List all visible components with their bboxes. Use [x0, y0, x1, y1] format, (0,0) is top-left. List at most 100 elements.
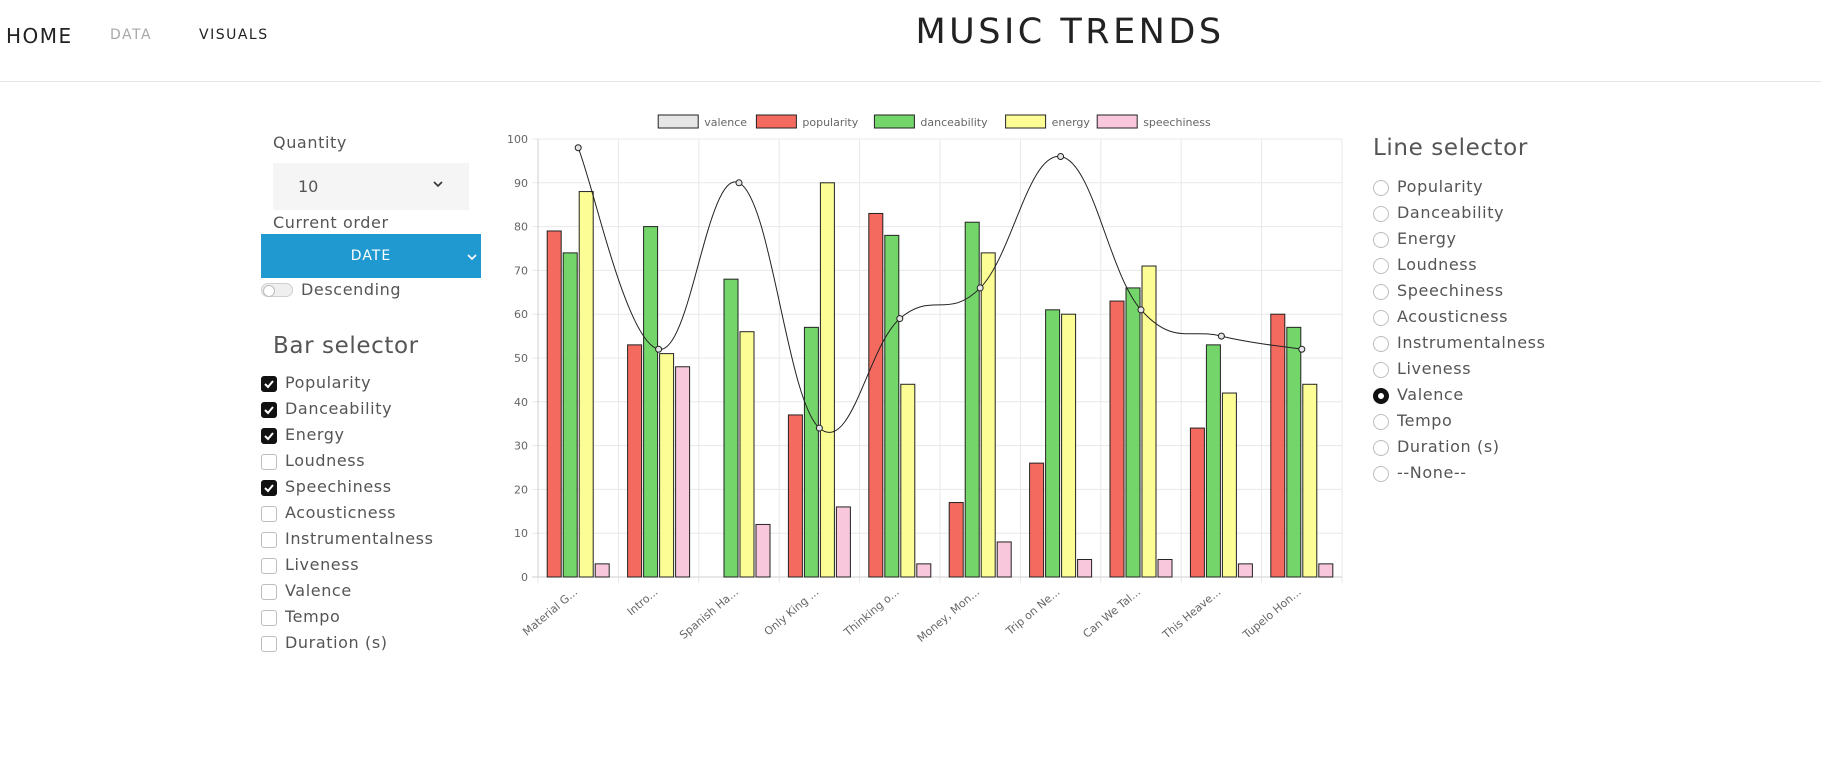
descending-label: Descending — [301, 280, 402, 299]
line-point — [976, 284, 984, 292]
bar-speechiness — [835, 506, 851, 578]
y-tick-label: 80 — [514, 221, 528, 234]
bar-option-label: Danceability — [285, 399, 393, 418]
line-point — [1137, 306, 1145, 314]
bar-danceability — [964, 221, 980, 578]
bar-popularity — [787, 414, 803, 578]
radio-button[interactable] — [1373, 362, 1389, 378]
line-selector-title: Line selector — [1373, 135, 1528, 161]
checkbox[interactable] — [261, 402, 277, 418]
checkbox[interactable] — [261, 428, 277, 444]
bar-danceability — [1286, 326, 1302, 578]
bar-popularity — [1270, 313, 1286, 578]
page-title: MUSIC TRENDS — [915, 12, 1225, 52]
bar-energy — [1302, 383, 1318, 578]
checkbox[interactable] — [261, 636, 277, 652]
bar-popularity — [948, 502, 964, 578]
descending-toggle[interactable] — [261, 283, 293, 297]
check-icon — [264, 380, 274, 389]
checkbox[interactable] — [261, 584, 277, 600]
radio-button[interactable] — [1373, 180, 1389, 196]
y-tick-label: 90 — [514, 177, 528, 190]
bar-option-label: Energy — [285, 425, 345, 444]
bar-danceability — [723, 278, 739, 578]
quantity-value: 10 — [298, 177, 319, 196]
y-tick-label: 40 — [514, 396, 528, 409]
line-point — [896, 315, 904, 323]
radio-button[interactable] — [1373, 258, 1389, 274]
checkbox[interactable] — [261, 506, 277, 522]
bar-option-label: Liveness — [285, 555, 360, 574]
radio-button[interactable] — [1373, 440, 1389, 456]
bar-energy — [659, 353, 675, 578]
radio-button[interactable] — [1373, 336, 1389, 352]
bar-energy — [1061, 313, 1077, 578]
bar-speechiness — [755, 523, 771, 578]
bar-speechiness — [675, 366, 691, 578]
x-tick-label: Intro... — [625, 585, 661, 618]
quantity-select[interactable]: 10 — [273, 163, 469, 210]
bar-option-label: Popularity — [285, 373, 372, 392]
nav-data-link[interactable]: DATA — [110, 27, 153, 43]
y-tick-label: 20 — [514, 483, 528, 496]
line-option-label: Speechiness — [1397, 281, 1504, 300]
radio-button[interactable] — [1373, 310, 1389, 326]
order-select[interactable]: DATE — [261, 234, 481, 278]
chevron-down-icon — [433, 181, 443, 188]
line-option-label: Acousticness — [1397, 307, 1509, 326]
radio-button[interactable] — [1373, 206, 1389, 222]
checkbox[interactable] — [261, 480, 277, 496]
line-option-label: Energy — [1397, 229, 1457, 248]
line-option-label: Liveness — [1397, 359, 1472, 378]
bar-option-label: Valence — [285, 581, 352, 600]
radio-button[interactable] — [1373, 414, 1389, 430]
y-tick-label: 0 — [521, 571, 528, 584]
bar-popularity — [627, 344, 643, 578]
bar-option-label: Instrumentalness — [285, 529, 434, 548]
bar-popularity — [868, 212, 884, 578]
line-point — [1217, 332, 1225, 340]
checkbox[interactable] — [261, 558, 277, 574]
bar-speechiness — [996, 541, 1012, 578]
radio-button[interactable] — [1373, 284, 1389, 300]
line-option-label: --None-- — [1397, 463, 1467, 482]
bar-option-label: Acousticness — [285, 503, 397, 522]
y-tick-label: 100 — [507, 133, 528, 146]
x-tick-label: Material G... — [520, 585, 580, 638]
bar-popularity — [1029, 462, 1045, 578]
y-tick-label: 30 — [514, 440, 528, 453]
bar-speechiness — [594, 563, 610, 578]
radio-button[interactable] — [1373, 466, 1389, 482]
line-option-label: Tempo — [1397, 411, 1453, 430]
line-option-label: Duration (s) — [1397, 437, 1500, 456]
bar-selector-title: Bar selector — [273, 333, 419, 359]
checkbox[interactable] — [261, 454, 277, 470]
nav-visuals-link[interactable]: VISUALS — [199, 27, 269, 43]
legend-swatch-speechiness — [1096, 114, 1138, 129]
bar-energy — [739, 331, 755, 578]
nav-home-link[interactable]: HOME — [6, 24, 73, 48]
bar-option-label: Duration (s) — [285, 633, 388, 652]
check-icon — [264, 432, 274, 441]
bar-danceability — [1045, 309, 1061, 578]
bar-danceability — [1205, 344, 1221, 578]
bar-danceability — [562, 252, 578, 578]
x-tick-label: Spanish Ha... — [677, 585, 741, 642]
checkbox[interactable] — [261, 376, 277, 392]
line-point — [1298, 345, 1306, 353]
legend-swatch-energy — [1005, 114, 1047, 129]
bar-energy — [578, 191, 594, 578]
legend-label-energy: energy — [1052, 116, 1091, 129]
checkbox[interactable] — [261, 532, 277, 548]
radio-button[interactable] — [1373, 388, 1389, 404]
bar-energy — [819, 182, 835, 578]
checkbox[interactable] — [261, 610, 277, 626]
line-option-label: Loudness — [1397, 255, 1478, 274]
radio-button[interactable] — [1373, 232, 1389, 248]
bar-option-label: Tempo — [285, 607, 341, 626]
bar-danceability — [1125, 287, 1141, 578]
bar-speechiness — [916, 563, 932, 578]
x-tick-label: Can We Tal... — [1081, 585, 1143, 640]
top-navbar: HOME DATA VISUALS MUSIC TRENDS — [0, 0, 1821, 82]
